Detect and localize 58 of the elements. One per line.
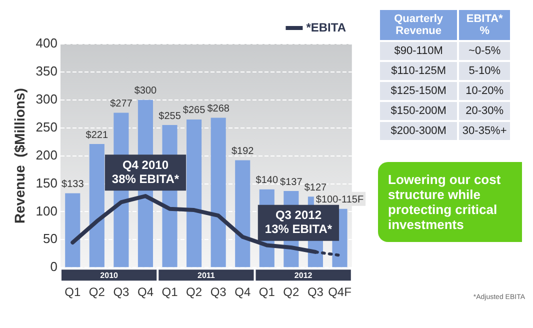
y-tick-label: 200: [36, 147, 58, 162]
x-tick-label: Q3: [307, 285, 324, 300]
x-tick-label: Q2: [283, 285, 300, 300]
bar: [65, 193, 80, 268]
x-tick-label: Q1: [64, 285, 81, 300]
data-label: $127: [304, 182, 328, 194]
legend-label: *EBITA: [306, 20, 346, 34]
text: $110-125M: [380, 62, 458, 80]
data-label: $277: [110, 98, 133, 110]
y-tick-label: 150: [36, 175, 58, 190]
x-tick-label: Q4: [137, 285, 154, 300]
bar: [186, 119, 202, 268]
text: $200-300M: [380, 122, 458, 140]
text: $125-150M: [380, 82, 458, 100]
x-tick-label: Q2: [186, 285, 202, 300]
x-tick-label: Q4: [234, 285, 251, 300]
y-tick-label: 350: [36, 64, 58, 79]
data-label: $268: [207, 104, 230, 115]
bar: [235, 160, 250, 268]
text: 20-30%: [459, 102, 510, 120]
y-tick-label: 300: [36, 91, 58, 106]
text: ~0-5%: [459, 42, 510, 60]
x-tick-label: Q3: [210, 285, 227, 300]
data-label: $133: [62, 179, 84, 190]
text: Lowering our cost structure while protecting critical investments: [378, 162, 522, 242]
text: 10-20%: [459, 82, 510, 100]
data-label: $300: [134, 86, 158, 97]
x-tick-label: Q2: [88, 285, 106, 300]
text: $150-200M: [380, 102, 458, 120]
annotation: Q3 2012 13% EBITA*: [264, 208, 332, 236]
x-tick-label: Q4F: [328, 285, 352, 300]
data-label: $137: [280, 176, 303, 188]
x-tick-label: Q1: [258, 285, 276, 300]
data-label: $221: [86, 130, 108, 141]
y-tick-label: 50: [43, 231, 58, 246]
x-tick-label: Q1: [162, 285, 178, 300]
y-axis-title: Revenue ($Millions): [11, 88, 28, 224]
text: 30-35%+: [459, 122, 510, 140]
text: 2010: [100, 270, 119, 280]
data-label: $265: [182, 105, 206, 116]
bar: [210, 118, 226, 268]
text: $90-110M: [380, 42, 458, 60]
y-tick-label: 400: [36, 36, 58, 51]
text: 5-10%: [459, 62, 510, 80]
data-label: $192: [231, 146, 254, 158]
text: Quarterly Revenue: [380, 10, 458, 40]
x-tick-label: Q3: [113, 285, 130, 300]
text: EBITA* %: [459, 10, 510, 40]
text: 2011: [198, 270, 216, 280]
data-label: $100-115F: [316, 194, 364, 206]
y-tick-label: 100: [36, 203, 58, 218]
data-label: $255: [158, 110, 182, 122]
text: 2012: [294, 270, 313, 280]
data-label: $140: [256, 175, 278, 186]
annotation: Q4 2010 38% EBITA*: [112, 158, 180, 186]
bar: [89, 144, 104, 268]
y-tick-label: 0: [50, 259, 58, 274]
y-tick-label: 250: [36, 119, 58, 134]
